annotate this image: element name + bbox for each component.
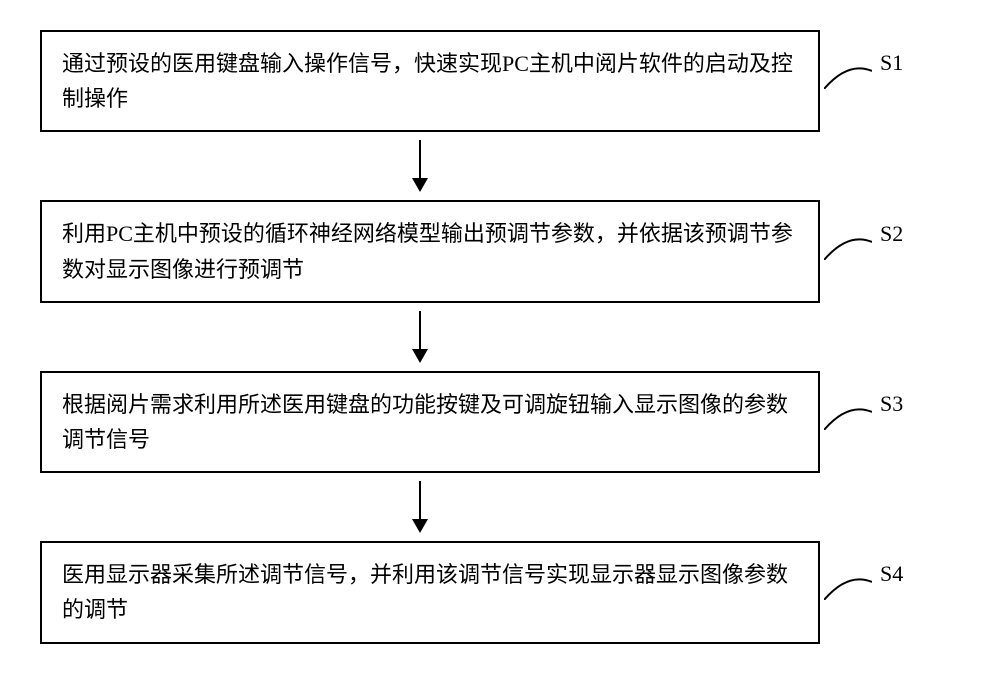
step-box-4: 医用显示器采集所述调节信号，并利用该调节信号实现显示器显示图像参数的调节: [40, 541, 820, 643]
step-row-1: 通过预设的医用键盘输入操作信号，快速实现PC主机中阅片软件的启动及控制操作 S1: [40, 30, 960, 132]
arrow-2: [412, 311, 428, 363]
step-text-3: 根据阅片需求利用所述医用键盘的功能按键及可调旋钮输入显示图像的参数调节信号: [62, 387, 798, 457]
step-box-2: 利用PC主机中预设的循环神经网络模型输出预调节参数，并依据该预调节参数对显示图像…: [40, 200, 820, 302]
connector-line-3: [824, 402, 872, 430]
step-text-2: 利用PC主机中预设的循环神经网络模型输出预调节参数，并依据该预调节参数对显示图像…: [62, 216, 798, 286]
step-row-4: 医用显示器采集所述调节信号，并利用该调节信号实现显示器显示图像参数的调节 S4: [40, 541, 960, 643]
step-box-1: 通过预设的医用键盘输入操作信号，快速实现PC主机中阅片软件的启动及控制操作: [40, 30, 820, 132]
step-row-2: 利用PC主机中预设的循环神经网络模型输出预调节参数，并依据该预调节参数对显示图像…: [40, 200, 960, 302]
step-label-2: S2: [880, 221, 903, 247]
step-label-4: S4: [880, 561, 903, 587]
arrow-head-icon: [412, 349, 428, 363]
arrow-1: [412, 140, 428, 192]
arrow-shaft: [419, 311, 421, 349]
step-label-3: S3: [880, 391, 903, 417]
flowchart-container: 通过预设的医用键盘输入操作信号，快速实现PC主机中阅片软件的启动及控制操作 S1…: [0, 0, 1000, 674]
arrow-head-icon: [412, 519, 428, 533]
step-label-1: S1: [880, 50, 903, 76]
step-text-1: 通过预设的医用键盘输入操作信号，快速实现PC主机中阅片软件的启动及控制操作: [62, 46, 798, 116]
step-text-4: 医用显示器采集所述调节信号，并利用该调节信号实现显示器显示图像参数的调节: [62, 557, 798, 627]
connector-line-1: [824, 61, 872, 89]
step-row-3: 根据阅片需求利用所述医用键盘的功能按键及可调旋钮输入显示图像的参数调节信号 S3: [40, 371, 960, 473]
arrow-shaft: [419, 140, 421, 178]
connector-line-2: [824, 232, 872, 260]
connector-line-4: [824, 572, 872, 600]
step-box-3: 根据阅片需求利用所述医用键盘的功能按键及可调旋钮输入显示图像的参数调节信号: [40, 371, 820, 473]
arrow-3: [412, 481, 428, 533]
arrow-shaft: [419, 481, 421, 519]
arrow-head-icon: [412, 178, 428, 192]
